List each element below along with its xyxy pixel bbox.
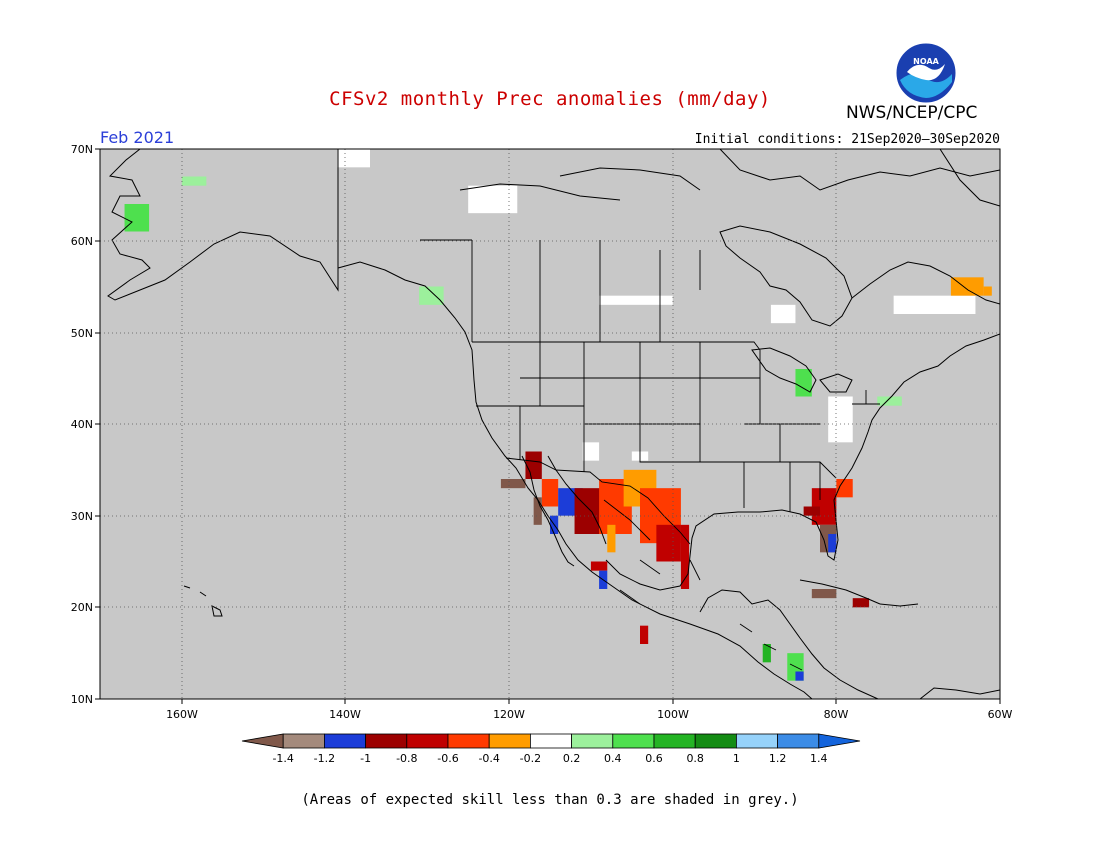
y-tick-labels: 70N 60N 50N 40N 30N 20N 10N <box>71 143 93 706</box>
colorbar-swatch <box>282 733 325 749</box>
anomaly-cell <box>419 286 444 305</box>
anomaly-cell <box>181 176 207 186</box>
anomaly-cell <box>599 295 673 305</box>
colorbar-label: -1.2 <box>314 752 335 765</box>
colorbar-label: -1.4 <box>272 752 293 765</box>
anomaly-cell <box>582 442 600 461</box>
colorbar-swatch <box>323 733 366 749</box>
noaa-logo: NOAA <box>895 42 957 104</box>
colorbar-swatch <box>777 733 820 749</box>
colorbar-swatch <box>818 733 861 749</box>
tick-marks <box>95 148 1001 704</box>
colorbar-labels: -1.4 -1.2 -1 -0.8 -0.6 -0.4 -0.2 0.2 0.4 0.6 0.8 1 1… <box>272 752 827 765</box>
anomaly-cell <box>983 286 992 296</box>
colorbar-label: 0.2 <box>563 752 581 765</box>
colorbar-swatch <box>447 733 490 749</box>
map-title: CFSv2 monthly Prec anomalies (mm/day) <box>329 88 771 110</box>
anomaly-cell <box>811 589 837 599</box>
colorbar-swatch <box>694 733 737 749</box>
anomaly-cell <box>770 304 796 324</box>
y-tick-label: 60N <box>71 235 93 248</box>
colorbar-swatch <box>241 733 284 749</box>
coastlines <box>107 149 1000 699</box>
anomaly-cell <box>533 497 542 525</box>
colorbar-swatch <box>365 733 408 749</box>
initial-conditions: Initial conditions: 21Sep2020–30Sep2020 <box>694 132 1000 147</box>
anomaly-cell <box>877 396 902 406</box>
y-tick-label: 50N <box>71 327 93 340</box>
anomaly-cell <box>337 149 370 168</box>
colorbar-swatch <box>406 733 449 749</box>
colorbar-swatch <box>488 733 531 749</box>
x-tick-label: 140W <box>329 708 361 721</box>
x-tick-label: 120W <box>493 708 525 721</box>
colorbar-swatch <box>653 733 696 749</box>
anomaly-cell <box>950 277 984 296</box>
colorbar-label: 1.4 <box>810 752 828 765</box>
anomaly-cell <box>836 479 853 498</box>
x-tick-label: 80W <box>824 708 849 721</box>
y-tick-label: 40N <box>71 418 93 431</box>
anomaly-cell <box>525 451 542 479</box>
x-tick-label: 100W <box>657 708 689 721</box>
y-tick-label: 20N <box>71 601 93 614</box>
anomaly-cell <box>500 479 526 489</box>
anomaly-cell <box>795 671 804 681</box>
x-tick-labels: 160W 140W 120W 100W 80W 60W <box>166 708 1012 721</box>
y-tick-label: 10N <box>71 693 93 706</box>
anomaly-cell <box>541 479 559 507</box>
anomaly-cell <box>795 369 812 397</box>
anomaly-cell <box>124 204 150 232</box>
anomaly-cell <box>680 524 690 589</box>
colorbar-label: -0.2 <box>520 752 541 765</box>
colorbar-label: -1 <box>360 752 371 765</box>
colorbar-label: -0.4 <box>478 752 499 765</box>
x-tick-label: 160W <box>166 708 198 721</box>
footnote: (Areas of expected skill less than 0.3 a… <box>301 792 799 808</box>
political-borders <box>337 239 880 671</box>
colorbar-swatch <box>612 733 655 749</box>
anomaly-cell <box>640 625 649 644</box>
anomaly-cell <box>893 295 976 314</box>
anomaly-cell <box>828 534 837 553</box>
map-content <box>100 149 1000 699</box>
colorbar-swatch <box>571 733 614 749</box>
colorbar-label: 1 <box>733 752 740 765</box>
y-tick-label: 70N <box>71 143 93 156</box>
anomaly-cell <box>828 396 853 443</box>
forecast-month: Feb 2021 <box>100 128 175 147</box>
colorbar-label: 1.2 <box>769 752 787 765</box>
colorbar-label: 0.4 <box>604 752 622 765</box>
colorbar-label: -0.6 <box>437 752 458 765</box>
colorbar-label: 0.6 <box>645 752 663 765</box>
anomaly-cell <box>762 644 771 663</box>
anomaly-cell <box>468 185 518 214</box>
y-tick-label: 30N <box>71 510 93 523</box>
colorbar-swatch <box>736 733 779 749</box>
colorbar-swatch <box>530 733 573 749</box>
agency-label: NWS/NCEP/CPC <box>846 103 978 123</box>
colorbar <box>241 733 861 749</box>
anomaly-cell <box>656 524 681 562</box>
colorbar-label: 0.8 <box>686 752 704 765</box>
anomaly-cell <box>590 561 608 571</box>
anomaly-cell <box>607 524 616 553</box>
anomaly-cell <box>803 506 820 516</box>
anomaly-cell <box>852 598 870 608</box>
x-tick-label: 60W <box>988 708 1013 721</box>
colorbar-label: -0.8 <box>396 752 417 765</box>
svg-text:NOAA: NOAA <box>913 57 939 66</box>
